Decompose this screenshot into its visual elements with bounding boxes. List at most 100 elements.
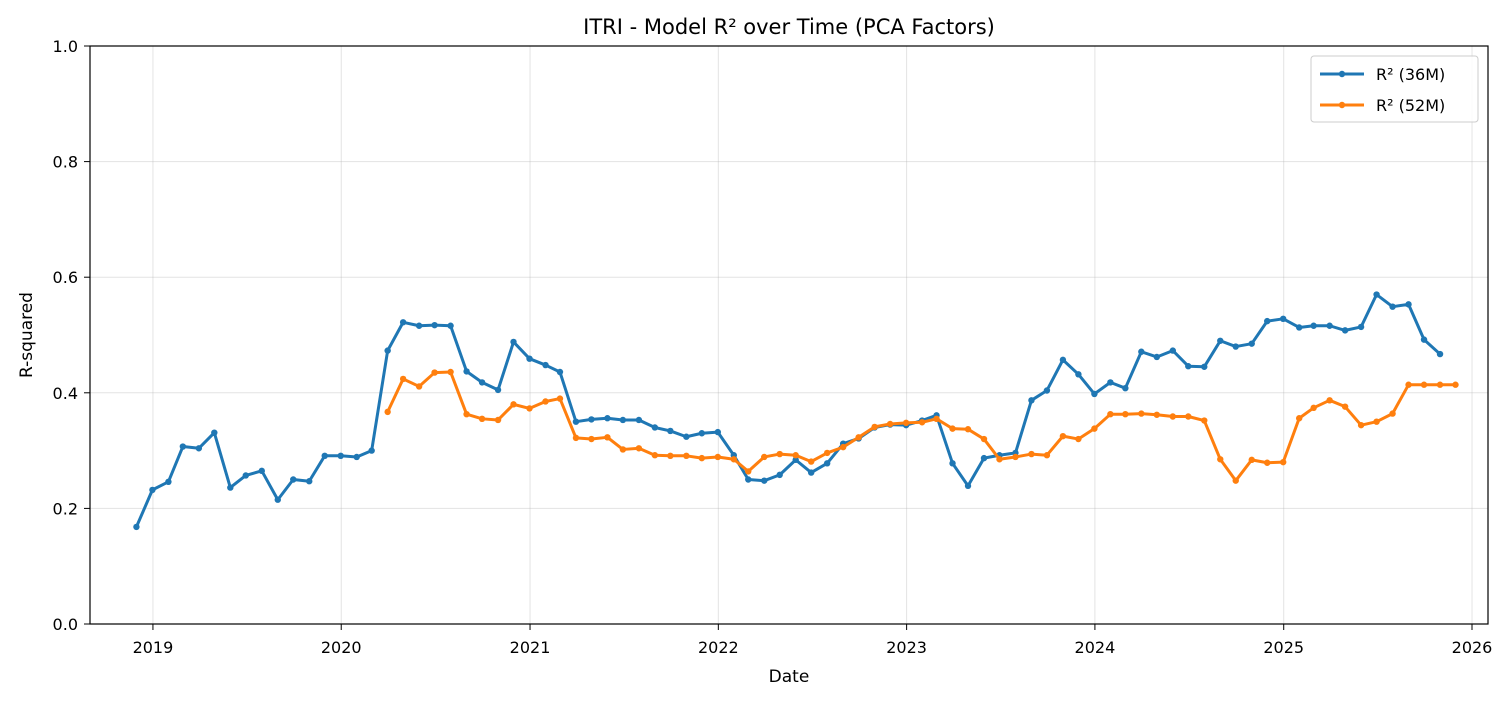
data-point-52m	[1248, 456, 1255, 464]
data-point-36m	[211, 429, 218, 436]
data-point-52m	[1326, 397, 1333, 404]
data-point-52m	[1091, 425, 1098, 432]
data-point-52m	[1436, 381, 1444, 388]
data-point-36m	[368, 447, 375, 454]
data-point-52m	[1295, 415, 1303, 422]
data-point-36m	[306, 478, 313, 485]
x-axis-label: Date	[769, 667, 810, 687]
data-point-52m	[902, 419, 910, 427]
data-point-52m	[604, 434, 611, 441]
data-point-36m	[399, 319, 407, 326]
data-point-36m	[227, 484, 234, 491]
grid-lines	[90, 45, 1488, 625]
series-line-52m	[386, 370, 1457, 483]
data-point-52m	[494, 416, 502, 424]
legend-marker-52m	[1338, 101, 1346, 109]
data-point-36m	[1217, 337, 1224, 344]
data-point-36m	[431, 321, 438, 329]
data-point-52m	[698, 454, 706, 462]
data-point-36m	[776, 471, 783, 479]
data-point-52m	[1185, 413, 1192, 420]
data-point-52m	[478, 415, 486, 423]
data-point-36m	[556, 368, 564, 376]
data-point-36m	[1043, 387, 1051, 394]
data-point-52m	[1357, 421, 1365, 429]
data-point-52m	[855, 434, 862, 441]
data-point-36m	[619, 416, 627, 424]
data-point-36m	[258, 467, 265, 475]
data-point-52m	[1153, 411, 1161, 418]
data-point-52m	[510, 401, 517, 408]
y-tick-label: 0.8	[53, 153, 78, 172]
data-point-36m	[1357, 323, 1365, 331]
data-point-36m	[1264, 317, 1271, 325]
data-point-52m	[1043, 452, 1051, 459]
data-point-52m	[1138, 410, 1145, 417]
data-point-52m	[745, 468, 752, 475]
data-point-52m	[1405, 381, 1412, 388]
plot-frame	[89, 45, 1489, 625]
data-point-52m	[415, 383, 423, 390]
data-point-36m	[1169, 347, 1177, 354]
data-point-52m	[871, 423, 878, 431]
data-point-52m	[839, 443, 847, 451]
data-point-52m	[1122, 410, 1129, 418]
data-point-52m	[431, 369, 438, 376]
data-point-36m	[949, 460, 956, 467]
data-point-52m	[730, 456, 738, 463]
data-point-52m	[980, 435, 988, 443]
data-point-36m	[526, 355, 533, 362]
data-point-36m	[792, 456, 799, 464]
data-point-36m	[1373, 291, 1380, 298]
data-point-36m	[1122, 384, 1129, 392]
y-tick-label: 0.6	[53, 268, 78, 287]
data-point-36m	[415, 322, 423, 329]
series-layer	[133, 291, 1459, 531]
x-tick-label: 2022	[698, 638, 739, 657]
data-point-52m	[949, 425, 956, 432]
data-point-52m	[1217, 456, 1224, 463]
data-point-36m	[1280, 315, 1287, 323]
data-point-36m	[1232, 343, 1239, 350]
data-point-52m	[619, 446, 627, 453]
data-point-52m	[792, 452, 799, 459]
data-point-52m	[776, 450, 783, 458]
data-point-36m	[588, 416, 595, 423]
data-point-36m	[321, 452, 328, 460]
data-point-52m	[1373, 418, 1380, 425]
data-point-52m	[651, 452, 659, 459]
data-point-52m	[384, 408, 391, 416]
data-point-52m	[996, 456, 1003, 463]
data-point-36m	[1248, 340, 1255, 347]
data-point-36m	[714, 428, 722, 436]
data-point-36m	[1153, 353, 1161, 361]
data-point-36m	[478, 379, 486, 386]
data-point-52m	[1028, 450, 1035, 458]
data-point-36m	[463, 368, 470, 375]
data-point-52m	[1169, 413, 1177, 420]
data-point-36m	[510, 338, 517, 346]
data-point-36m	[1436, 350, 1444, 358]
data-point-36m	[1075, 371, 1082, 378]
data-point-36m	[179, 443, 187, 450]
data-point-36m	[745, 476, 752, 483]
data-point-36m	[242, 472, 249, 479]
data-point-52m	[886, 420, 894, 428]
data-point-36m	[384, 347, 391, 354]
data-point-36m	[1059, 356, 1067, 364]
data-point-52m	[572, 434, 580, 442]
series-line-36m	[134, 293, 1442, 529]
data-point-36m	[542, 361, 549, 369]
data-point-36m	[1295, 324, 1303, 331]
data-point-36m	[667, 427, 674, 435]
data-point-52m	[1310, 404, 1317, 412]
data-point-52m	[933, 415, 940, 423]
data-point-36m	[964, 482, 972, 490]
data-point-52m	[964, 426, 972, 433]
data-point-52m	[1075, 435, 1082, 443]
chart-title: ITRI - Model R² over Time (PCA Factors)	[583, 15, 995, 39]
data-point-36m	[698, 430, 706, 437]
data-point-52m	[667, 452, 674, 460]
data-point-36m	[761, 477, 768, 484]
